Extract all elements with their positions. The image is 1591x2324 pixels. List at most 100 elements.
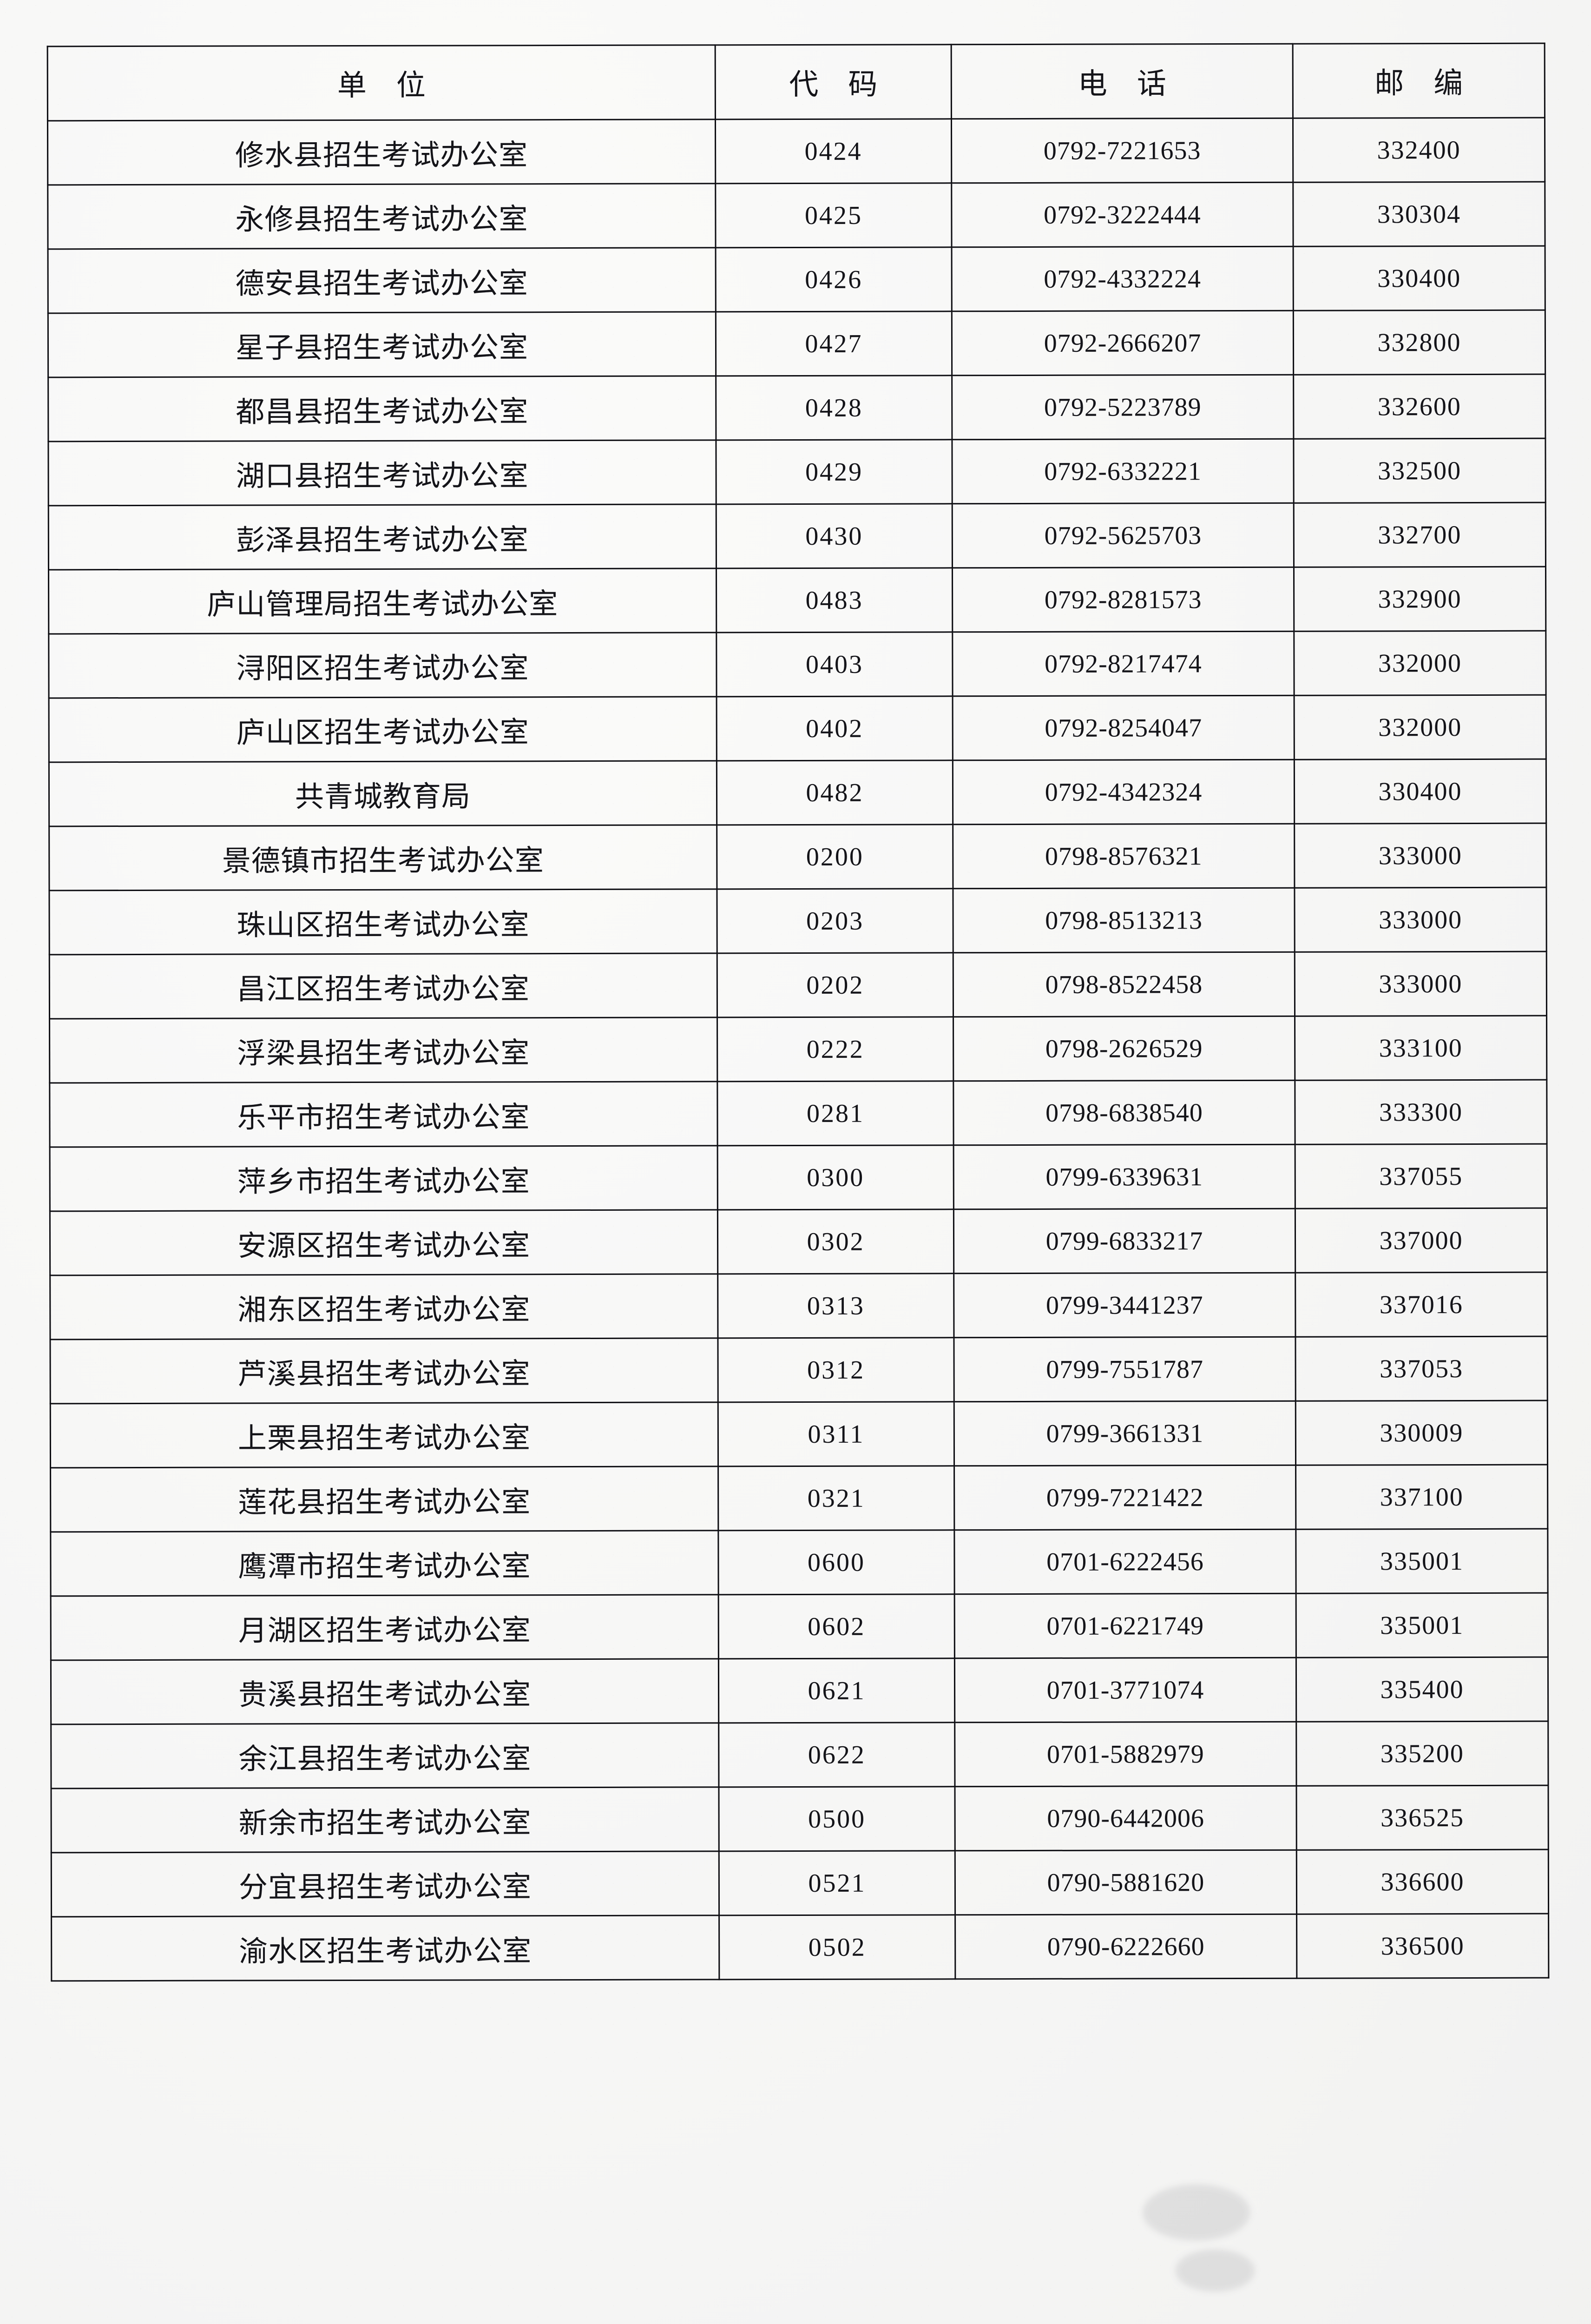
cell-code: 0313 bbox=[717, 1273, 954, 1338]
cell-zip: 333300 bbox=[1295, 1080, 1547, 1145]
cell-zip: 335001 bbox=[1296, 1593, 1548, 1658]
table-row: 德安县招生考试办公室 0426 0792-4332224 330400 bbox=[48, 246, 1545, 313]
cell-code: 0302 bbox=[717, 1209, 954, 1274]
table-row: 浮梁县招生考试办公室 0222 0798-2626529 333100 bbox=[49, 1016, 1547, 1083]
cell-zip: 330009 bbox=[1295, 1400, 1548, 1466]
cell-zip: 332500 bbox=[1293, 438, 1546, 503]
cell-code: 0426 bbox=[716, 247, 952, 312]
cell-code: 0200 bbox=[717, 824, 953, 889]
column-header-phone: 电 话 bbox=[951, 44, 1293, 119]
cell-phone: 0792-4342324 bbox=[953, 759, 1295, 825]
cell-code: 0602 bbox=[718, 1594, 955, 1659]
cell-code: 0202 bbox=[717, 952, 953, 1017]
cell-zip: 337100 bbox=[1295, 1465, 1548, 1530]
cell-phone: 0799-6833217 bbox=[953, 1208, 1295, 1274]
cell-code: 0429 bbox=[716, 439, 953, 504]
cell-phone: 0792-2666207 bbox=[952, 310, 1294, 376]
scan-smudge bbox=[1143, 2185, 1250, 2240]
cell-unit: 彭泽县招生考试办公室 bbox=[48, 504, 717, 570]
table-body: 修水县招生考试办公室 0424 0792-7221653 332400 永修县招生考试办… bbox=[47, 118, 1549, 1981]
cell-unit: 乐平市招生考试办公室 bbox=[49, 1081, 718, 1147]
cell-phone: 0798-8522458 bbox=[953, 952, 1295, 1017]
cell-code: 0222 bbox=[717, 1017, 953, 1082]
table-row: 乐平市招生考试办公室 0281 0798-6838540 333300 bbox=[49, 1080, 1547, 1147]
cell-phone: 0701-6222456 bbox=[954, 1529, 1296, 1594]
cell-phone: 0792-8254047 bbox=[953, 695, 1295, 760]
cell-unit: 芦溪县招生考试办公室 bbox=[50, 1338, 718, 1404]
table-header-row: 单 位 代 码 电 话 邮 编 bbox=[47, 43, 1545, 121]
cell-code: 0500 bbox=[718, 1786, 955, 1851]
table-row: 新余市招生考试办公室 0500 0790-6442006 336525 bbox=[51, 1785, 1549, 1853]
cell-unit: 共青城教育局 bbox=[49, 760, 717, 826]
cell-phone: 0792-3222444 bbox=[951, 182, 1294, 247]
cell-code: 0621 bbox=[718, 1658, 955, 1723]
cell-phone: 0799-7551787 bbox=[953, 1337, 1296, 1402]
cell-phone: 0792-6332221 bbox=[952, 439, 1294, 504]
table-row: 渝水区招生考试办公室 0502 0790-6222660 336500 bbox=[51, 1914, 1549, 1981]
cell-zip: 332900 bbox=[1294, 567, 1546, 632]
cell-unit: 上栗县招生考试办公室 bbox=[50, 1402, 718, 1468]
cell-zip: 336500 bbox=[1296, 1914, 1549, 1979]
table-row: 萍乡市招生考试办公室 0300 0799-6339631 337055 bbox=[50, 1144, 1547, 1211]
cell-zip: 335001 bbox=[1295, 1529, 1548, 1594]
cell-zip: 333000 bbox=[1294, 823, 1546, 888]
cell-phone: 0792-8217474 bbox=[952, 631, 1295, 696]
table-row: 上栗县招生考试办公室 0311 0799-3661331 330009 bbox=[50, 1400, 1548, 1468]
table-row: 星子县招生考试办公室 0427 0792-2666207 332800 bbox=[48, 310, 1545, 377]
cell-unit: 修水县招生考试办公室 bbox=[47, 119, 716, 185]
cell-unit: 安源区招生考试办公室 bbox=[50, 1209, 718, 1275]
table-row: 庐山管理局招生考试办公室 0483 0792-8281573 332900 bbox=[48, 567, 1546, 634]
table-row: 鹰潭市招生考试办公室 0600 0701-6222456 335001 bbox=[50, 1529, 1548, 1596]
cell-zip: 333100 bbox=[1295, 1016, 1547, 1081]
cell-zip: 335400 bbox=[1296, 1657, 1548, 1722]
cell-code: 0521 bbox=[719, 1850, 955, 1915]
cell-code: 0428 bbox=[716, 375, 952, 440]
cell-code: 0281 bbox=[717, 1081, 954, 1146]
cell-phone: 0792-7221653 bbox=[951, 118, 1293, 183]
cell-unit: 贵溪县招生考试办公室 bbox=[51, 1658, 719, 1724]
cell-code: 0483 bbox=[716, 568, 953, 633]
cell-unit: 湘东区招生考试办公室 bbox=[50, 1274, 718, 1340]
cell-code: 0424 bbox=[715, 119, 952, 184]
cell-unit: 莲花县招生考试办公室 bbox=[50, 1466, 718, 1532]
cell-zip: 333000 bbox=[1294, 887, 1547, 952]
cell-phone: 0798-2626529 bbox=[953, 1016, 1295, 1081]
cell-code: 0311 bbox=[718, 1401, 954, 1466]
table-row: 共青城教育局 0482 0792-4342324 330400 bbox=[49, 759, 1546, 826]
cell-phone: 0798-6838540 bbox=[953, 1080, 1295, 1145]
table-row: 安源区招生考试办公室 0302 0799-6833217 337000 bbox=[50, 1208, 1547, 1275]
table-row: 珠山区招生考试办公室 0203 0798-8513213 333000 bbox=[49, 887, 1547, 955]
cell-code: 0482 bbox=[717, 760, 953, 825]
cell-code: 0312 bbox=[717, 1337, 954, 1402]
cell-zip: 332400 bbox=[1293, 118, 1545, 183]
cell-unit: 星子县招生考试办公室 bbox=[48, 311, 716, 377]
cell-code: 0321 bbox=[718, 1466, 954, 1531]
table-row: 彭泽县招生考试办公室 0430 0792-5625703 332700 bbox=[48, 502, 1546, 570]
cell-unit: 浔阳区招生考试办公室 bbox=[48, 632, 717, 698]
cell-unit: 永修县招生考试办公室 bbox=[47, 183, 716, 249]
cell-phone: 0790-6442006 bbox=[954, 1786, 1297, 1851]
table-row: 湖口县招生考试办公室 0429 0792-6332221 332500 bbox=[48, 438, 1546, 506]
cell-phone: 0798-8513213 bbox=[953, 888, 1295, 953]
cell-zip: 335200 bbox=[1296, 1721, 1548, 1786]
cell-code: 0300 bbox=[717, 1145, 954, 1210]
cell-unit: 湖口县招生考试办公室 bbox=[48, 440, 717, 506]
cell-unit: 庐山管理局招生考试办公室 bbox=[48, 568, 717, 634]
cell-zip: 336525 bbox=[1296, 1785, 1549, 1850]
cell-phone: 0798-8576321 bbox=[953, 824, 1295, 889]
cell-phone: 0792-5625703 bbox=[952, 503, 1294, 568]
cell-code: 0425 bbox=[715, 183, 952, 248]
cell-phone: 0701-6221749 bbox=[954, 1593, 1296, 1658]
cell-zip: 333000 bbox=[1295, 951, 1547, 1017]
table-row: 庐山区招生考试办公室 0402 0792-8254047 332000 bbox=[49, 695, 1546, 762]
cell-unit: 月湖区招生考试办公室 bbox=[51, 1594, 719, 1660]
cell-zip: 330400 bbox=[1294, 759, 1546, 824]
cell-unit: 珠山区招生考试办公室 bbox=[49, 889, 717, 955]
cell-zip: 332700 bbox=[1294, 502, 1546, 568]
cell-zip: 330304 bbox=[1293, 182, 1545, 247]
column-header-unit: 单 位 bbox=[47, 45, 716, 121]
table-row: 余江县招生考试办公室 0622 0701-5882979 335200 bbox=[51, 1721, 1548, 1789]
cell-unit: 浮梁县招生考试办公室 bbox=[49, 1017, 717, 1083]
cell-unit: 新余市招生考试办公室 bbox=[51, 1787, 719, 1853]
